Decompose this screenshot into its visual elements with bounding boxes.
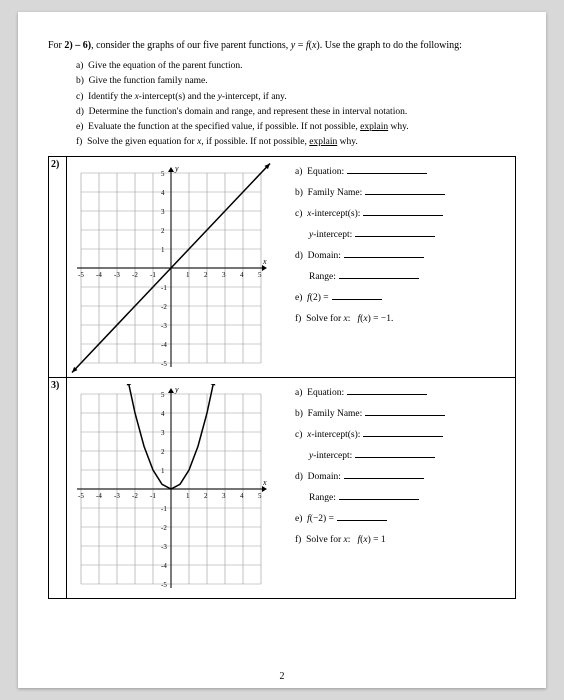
- svg-text:5: 5: [258, 492, 262, 500]
- svg-text:-5: -5: [78, 271, 84, 279]
- svg-text:-2: -2: [161, 524, 167, 532]
- problem-2: 2) -5-4-3-2-112345-5-4-3-2-112345xy a) E…: [49, 157, 516, 378]
- svg-text:2: 2: [161, 227, 165, 235]
- svg-text:3: 3: [222, 492, 226, 500]
- blank[interactable]: [347, 164, 427, 174]
- svg-text:-5: -5: [161, 360, 167, 368]
- task-a: a) Give the equation of the parent funct…: [76, 59, 516, 73]
- blank[interactable]: [363, 427, 443, 437]
- svg-text:-1: -1: [150, 492, 156, 500]
- blank[interactable]: [337, 511, 387, 521]
- blank[interactable]: [365, 185, 445, 195]
- svg-text:y: y: [174, 385, 179, 394]
- svg-text:-1: -1: [150, 271, 156, 279]
- task-c: c) Identify the x-intercept(s) and the y…: [76, 90, 516, 104]
- svg-text:y: y: [174, 164, 179, 173]
- svg-text:-3: -3: [161, 322, 167, 330]
- blank[interactable]: [344, 469, 424, 479]
- svg-text:-4: -4: [161, 341, 167, 349]
- svg-text:3: 3: [161, 429, 165, 437]
- svg-text:x: x: [262, 257, 267, 266]
- svg-text:4: 4: [161, 410, 165, 418]
- svg-text:3: 3: [222, 271, 226, 279]
- svg-text:-4: -4: [96, 271, 102, 279]
- blank[interactable]: [344, 248, 424, 258]
- task-b: b) Give the function family name.: [76, 74, 516, 88]
- page-number: 2: [18, 671, 546, 682]
- svg-text:3: 3: [161, 208, 165, 216]
- svg-text:-3: -3: [114, 492, 120, 500]
- problem-3: 3) -5-4-3-2-112345-5-4-3-2-112345xy a) E…: [49, 378, 516, 599]
- blank[interactable]: [332, 290, 382, 300]
- blank[interactable]: [355, 227, 435, 237]
- intro-text: For 2) – 6), consider the graphs of our …: [48, 40, 516, 51]
- svg-text:-2: -2: [161, 303, 167, 311]
- svg-text:1: 1: [161, 246, 165, 254]
- problems-container: 2) -5-4-3-2-112345-5-4-3-2-112345xy a) E…: [48, 156, 516, 599]
- task-list: a) Give the equation of the parent funct…: [76, 59, 516, 150]
- answers-2: a) Equation: b) Family Name: c) x-interc…: [281, 163, 511, 373]
- svg-text:-5: -5: [78, 492, 84, 500]
- svg-text:-4: -4: [96, 492, 102, 500]
- blank[interactable]: [363, 206, 443, 216]
- svg-text:-4: -4: [161, 562, 167, 570]
- svg-text:5: 5: [161, 391, 165, 399]
- problem-number: 2): [49, 157, 67, 377]
- graph-svg-parabola: -5-4-3-2-112345-5-4-3-2-112345xy: [71, 384, 271, 594]
- svg-text:-1: -1: [161, 505, 167, 513]
- svg-text:-3: -3: [161, 543, 167, 551]
- task-f: f) Solve the given equation for x, if po…: [76, 135, 516, 149]
- worksheet-page: For 2) – 6), consider the graphs of our …: [18, 12, 546, 688]
- graph-2: -5-4-3-2-112345-5-4-3-2-112345xy: [71, 163, 281, 373]
- svg-text:2: 2: [204, 492, 208, 500]
- graph-3: -5-4-3-2-112345-5-4-3-2-112345xy: [71, 384, 281, 594]
- answers-3: a) Equation: b) Family Name: c) x-interc…: [281, 384, 511, 594]
- svg-text:1: 1: [161, 467, 165, 475]
- task-d: d) Determine the function's domain and r…: [76, 105, 516, 119]
- blank[interactable]: [339, 269, 419, 279]
- svg-text:4: 4: [240, 492, 244, 500]
- svg-text:1: 1: [186, 271, 190, 279]
- svg-text:-3: -3: [114, 271, 120, 279]
- problem-body: -5-4-3-2-112345-5-4-3-2-112345xy a) Equa…: [67, 157, 516, 377]
- svg-text:4: 4: [240, 271, 244, 279]
- task-e: e) Evaluate the function at the specifie…: [76, 120, 516, 134]
- svg-text:2: 2: [204, 271, 208, 279]
- svg-text:2: 2: [161, 448, 165, 456]
- graph-svg-linear: -5-4-3-2-112345-5-4-3-2-112345xy: [71, 163, 271, 373]
- svg-text:-5: -5: [161, 581, 167, 589]
- svg-text:4: 4: [161, 189, 165, 197]
- svg-text:5: 5: [161, 170, 165, 178]
- blank[interactable]: [355, 448, 435, 458]
- svg-text:5: 5: [258, 271, 262, 279]
- svg-text:x: x: [262, 478, 267, 487]
- blank[interactable]: [365, 406, 445, 416]
- svg-text:-1: -1: [161, 284, 167, 292]
- blank[interactable]: [339, 490, 419, 500]
- svg-text:-2: -2: [132, 492, 138, 500]
- svg-text:1: 1: [186, 492, 190, 500]
- blank[interactable]: [347, 385, 427, 395]
- problem-body: -5-4-3-2-112345-5-4-3-2-112345xy a) Equa…: [67, 378, 516, 598]
- svg-text:-2: -2: [132, 271, 138, 279]
- problem-number: 3): [49, 378, 67, 598]
